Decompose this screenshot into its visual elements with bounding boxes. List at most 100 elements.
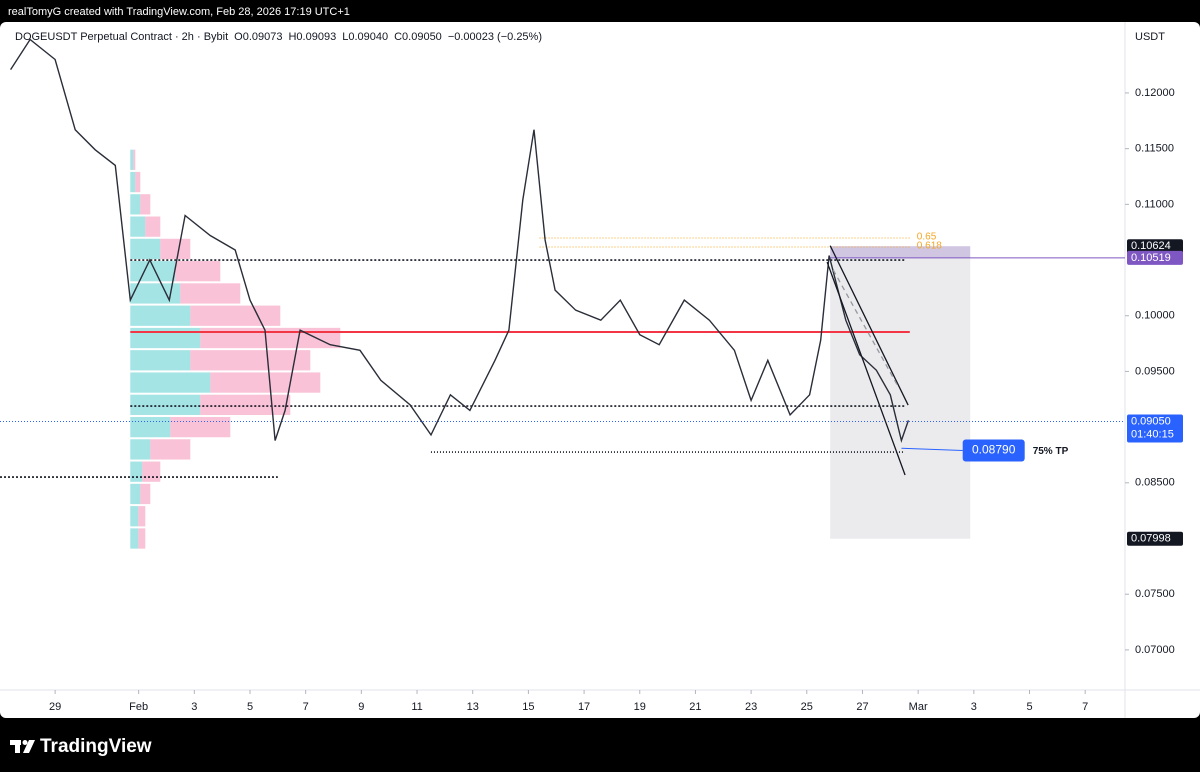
volume-buy xyxy=(130,238,161,260)
trendline xyxy=(832,269,898,386)
y-tick-label: 0.11500 xyxy=(1135,143,1174,155)
volume-sell xyxy=(180,283,241,304)
logo-mark xyxy=(22,740,28,745)
ohlc-value: −0.00023 (−0.25%) xyxy=(448,31,542,43)
trendline xyxy=(826,261,906,476)
volume-sell xyxy=(140,483,151,505)
x-tick-label: 29 xyxy=(49,701,61,713)
target-arrow xyxy=(901,447,963,452)
volume-buy xyxy=(130,416,171,438)
price-tag-label: 0.10519 xyxy=(1131,252,1171,264)
volume-buy xyxy=(130,171,136,193)
position-box-top xyxy=(830,246,971,258)
volume-sell xyxy=(133,149,136,170)
logo: TradingView xyxy=(10,736,152,757)
volume-sell xyxy=(190,305,281,326)
volume-sell xyxy=(160,238,191,260)
price-tag xyxy=(1127,250,1183,265)
y-tick-label: 0.09500 xyxy=(1135,365,1175,377)
target-box xyxy=(962,439,1025,462)
x-tick-label: 19 xyxy=(634,701,646,713)
x-tick-label: 25 xyxy=(801,701,813,713)
x-tick-label: Mar xyxy=(909,701,928,713)
x-tick-label: 15 xyxy=(522,701,534,713)
price-tag xyxy=(1127,531,1183,546)
volume-sell xyxy=(138,506,146,527)
volume-buy xyxy=(130,439,151,460)
countdown: 01:40:15 xyxy=(1131,428,1174,440)
volume-sell xyxy=(175,261,221,282)
position-box xyxy=(830,246,971,539)
fib-label: 0.65 xyxy=(917,232,937,243)
volume-sell xyxy=(140,194,151,215)
current-price-label: 0.09050 xyxy=(1131,415,1171,427)
price-tag xyxy=(1127,239,1183,254)
volume-buy xyxy=(130,194,141,215)
price-line xyxy=(10,38,910,443)
x-tick-label: Feb xyxy=(129,701,148,713)
volume-buy xyxy=(130,283,181,304)
brand: TradingView xyxy=(40,736,152,757)
y-tick-label: 0.12000 xyxy=(1135,87,1175,99)
y-tick-label: 0.11000 xyxy=(1135,198,1174,210)
volume-buy xyxy=(130,216,146,237)
ohlc-value: L0.09040 xyxy=(342,31,388,43)
volume-sell xyxy=(210,372,321,393)
x-tick-label: 3 xyxy=(191,701,197,713)
fib-label: 0.618 xyxy=(917,241,942,252)
x-tick-label: 23 xyxy=(745,701,757,713)
volume-buy xyxy=(130,350,191,371)
volume-buy xyxy=(130,506,139,527)
volume-buy xyxy=(130,149,134,170)
volume-buy xyxy=(130,305,191,326)
x-tick-label: 13 xyxy=(467,701,479,713)
y-tick-label: 0.07500 xyxy=(1135,588,1175,600)
x-tick-label: 17 xyxy=(578,701,590,713)
volume-sell xyxy=(150,439,191,460)
x-tick-label: 5 xyxy=(247,701,253,713)
target-note: 75% TP xyxy=(1033,446,1069,457)
x-tick-label: 27 xyxy=(856,701,868,713)
x-tick-label: 9 xyxy=(358,701,364,713)
x-tick-label: 21 xyxy=(689,701,701,713)
price-tag-label: 0.10624 xyxy=(1131,240,1171,252)
volume-buy xyxy=(130,327,201,349)
volume-sell xyxy=(142,461,161,482)
volume-buy xyxy=(130,394,201,415)
symbol-line: DOGEUSDT Perpetual Contract · 2h · Bybit… xyxy=(15,31,542,43)
x-tick-label: 7 xyxy=(1082,701,1088,713)
target-label: 0.08790 xyxy=(972,443,1016,457)
volume-buy xyxy=(130,461,143,482)
ohlc-value: C0.09050 xyxy=(394,31,442,43)
x-tick-label: 5 xyxy=(1026,701,1032,713)
logo-mark xyxy=(15,740,20,753)
volume-buy xyxy=(130,372,211,393)
y-tick-label: 0.10000 xyxy=(1135,310,1175,322)
axis-unit: USDT xyxy=(1135,31,1165,43)
plot: 0.650.618 0.08790 75% TP xyxy=(0,38,1125,549)
ohlc-value: O0.09073 xyxy=(234,31,282,43)
volume-sell xyxy=(200,394,291,415)
ohlc-value: H0.09093 xyxy=(288,31,336,43)
logo-mark xyxy=(23,740,35,753)
volume-buy xyxy=(130,528,139,549)
volume-buy xyxy=(130,261,176,282)
volume-buy xyxy=(130,483,141,505)
chart-panel xyxy=(0,22,1200,718)
volume-sell xyxy=(170,416,231,438)
current-price-tag xyxy=(1127,414,1183,443)
symbol: DOGEUSDT Perpetual Contract · 2h · Bybit xyxy=(15,31,228,43)
x-tick-label: 3 xyxy=(971,701,977,713)
volume-sell xyxy=(190,350,311,371)
y-tick-label: 0.08500 xyxy=(1135,477,1175,489)
x-tick-label: 11 xyxy=(411,701,422,713)
volume-sell xyxy=(200,327,341,349)
price-tag-label: 0.07998 xyxy=(1131,533,1171,545)
volume-sell xyxy=(138,528,146,549)
volume-sell xyxy=(135,171,141,193)
volume-sell xyxy=(145,216,161,237)
credit: realTomyG created with TradingView.com, … xyxy=(8,6,350,18)
x-tick-label: 7 xyxy=(303,701,309,713)
